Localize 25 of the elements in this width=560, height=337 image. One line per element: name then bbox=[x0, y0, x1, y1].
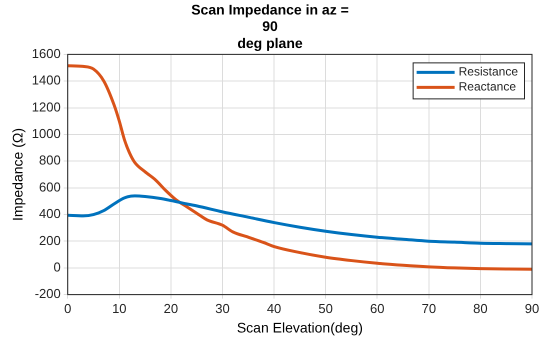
legend-label: Resistance bbox=[458, 64, 518, 79]
y-tick-label: 400 bbox=[39, 206, 61, 222]
x-tick-label: 90 bbox=[524, 300, 540, 316]
y-axis-title: Impedance (Ω) bbox=[9, 128, 26, 221]
y-tick-label: 600 bbox=[39, 179, 61, 194]
y-tick-label: 800 bbox=[39, 152, 61, 168]
y-tick-label: 0 bbox=[53, 259, 61, 274]
x-tick-label: 50 bbox=[318, 300, 333, 316]
x-tick-label: 20 bbox=[164, 300, 178, 316]
y-tick-label: 1000 bbox=[32, 126, 61, 142]
y-tick-label: -200 bbox=[34, 286, 61, 302]
x-tick-label: 40 bbox=[266, 300, 282, 316]
chart-title: Scan Impedance in az = 90 deg plane bbox=[191, 1, 349, 51]
x-tick-label: 70 bbox=[422, 300, 436, 316]
x-tick-label: 30 bbox=[215, 300, 230, 316]
x-axis-title: Scan Elevation(deg) bbox=[236, 319, 363, 336]
legend-label: Reactance bbox=[458, 80, 516, 94]
x-tick-label: 0 bbox=[64, 300, 72, 316]
x-tick-label: 80 bbox=[473, 300, 488, 316]
y-tick-label: 200 bbox=[39, 232, 61, 248]
x-tick-label: 60 bbox=[370, 300, 384, 316]
y-tick-label: 1600 bbox=[32, 46, 61, 61]
x-tick-label: 10 bbox=[112, 300, 127, 316]
y-tick-label: 1400 bbox=[32, 72, 61, 88]
y-tick-label: 1200 bbox=[32, 99, 61, 114]
